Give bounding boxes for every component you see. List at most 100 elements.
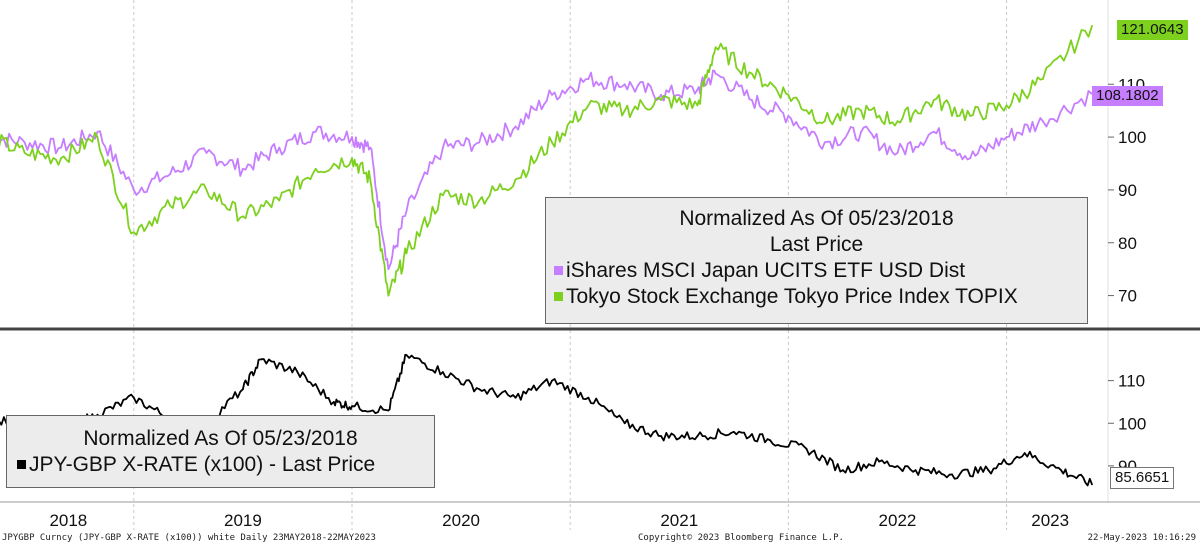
data-point — [387, 409, 390, 412]
x-tick-label: 2021 — [660, 511, 698, 530]
data-point — [296, 371, 299, 374]
data-point — [1042, 120, 1044, 123]
data-point — [332, 401, 335, 403]
data-point — [623, 422, 626, 425]
footer-timestamp: 22-May-2023 10:16:29 — [1087, 533, 1196, 543]
data-point — [587, 396, 590, 399]
data-point — [478, 199, 481, 202]
data-point — [842, 469, 844, 472]
data-point — [696, 104, 699, 107]
legend-label-ishares: iShares MSCI Japan UCITS ETF USD Dist — [566, 259, 966, 282]
data-point — [1042, 78, 1044, 80]
data-point — [242, 167, 244, 170]
data-point — [369, 178, 372, 181]
data-point — [442, 371, 444, 374]
data-point — [260, 358, 262, 361]
data-point — [696, 435, 699, 437]
y-tick-label: 100 — [1118, 128, 1146, 147]
data-point — [551, 93, 553, 96]
data-point — [442, 194, 444, 197]
x-tick-label: 2020 — [442, 511, 480, 530]
y-tick-label: 100 — [1118, 414, 1146, 433]
data-point — [932, 99, 935, 101]
data-point — [169, 173, 172, 175]
data-point — [205, 152, 208, 154]
data-point — [351, 405, 353, 408]
topix-last-value-tag: 121.0643 — [1117, 20, 1188, 40]
data-point — [878, 460, 881, 463]
data-point — [1060, 469, 1062, 472]
data-point — [369, 146, 372, 149]
data-point — [660, 93, 662, 96]
data-point — [405, 210, 408, 212]
ishares-last-value-tag: 108.1802 — [1092, 86, 1163, 106]
data-point — [751, 72, 753, 75]
data-point — [714, 46, 717, 49]
data-point — [514, 125, 517, 128]
legend-item-topix: Tokyo Stock Exchange Tokyo Price Index T… — [546, 284, 1087, 310]
lower-legend: Normalized As Of 05/23/2018 JPY-GBP X-RA… — [6, 415, 435, 488]
data-point — [351, 157, 353, 160]
x-tick-label: 2018 — [49, 511, 87, 530]
data-point — [23, 152, 26, 154]
data-point — [696, 88, 699, 91]
data-point — [60, 146, 62, 149]
data-point — [987, 469, 990, 472]
data-point — [732, 430, 735, 433]
legend-item-jpygbp: JPY-GBP X-RATE (x100) - Last Price — [7, 452, 434, 478]
data-point — [932, 130, 935, 133]
upper-legend: Normalized As Of 05/23/2018 Last Price i… — [545, 197, 1088, 324]
data-point — [1005, 104, 1008, 107]
data-point — [623, 109, 626, 112]
y-tick-label: 70 — [1118, 287, 1137, 306]
data-point — [551, 379, 553, 382]
y-tick-label: 80 — [1118, 234, 1137, 253]
x-tick-label: 2019 — [224, 511, 262, 530]
data-point — [1091, 483, 1093, 486]
x-tick-label: 2023 — [1031, 511, 1069, 530]
data-point — [278, 146, 281, 149]
data-point — [805, 447, 808, 450]
data-point — [351, 136, 353, 138]
data-point — [587, 78, 590, 80]
data-point — [551, 141, 553, 144]
data-point — [96, 136, 99, 138]
legend-label-topix: Tokyo Stock Exchange Tokyo Price Index T… — [566, 285, 1018, 308]
data-point — [132, 189, 135, 191]
y-tick-label: 110 — [1118, 372, 1145, 391]
data-point — [242, 388, 244, 391]
data-point — [1091, 24, 1093, 27]
data-point — [96, 130, 99, 133]
data-point — [132, 231, 135, 234]
data-point — [405, 252, 408, 255]
data-point — [405, 354, 408, 356]
data-point — [714, 72, 717, 75]
data-point — [132, 396, 135, 399]
data-point — [314, 130, 317, 133]
upper-legend-title: Normalized As Of 05/23/2018 — [679, 207, 954, 230]
data-point — [514, 396, 517, 399]
data-point — [23, 141, 26, 144]
data-point — [478, 388, 481, 391]
data-point — [860, 109, 862, 112]
data-point — [478, 141, 481, 144]
data-point — [442, 146, 444, 149]
legend-item-ishares: iShares MSCI Japan UCITS ETF USD Dist — [546, 258, 1087, 284]
data-point — [278, 199, 281, 202]
purple-swatch-icon — [554, 265, 563, 275]
data-point — [387, 268, 390, 271]
y-tick-label: 90 — [1118, 181, 1137, 200]
data-point — [751, 99, 753, 101]
jpygbp-last-value-tag: 85.6651 — [1110, 467, 1175, 489]
data-point — [60, 157, 62, 160]
data-point — [823, 141, 826, 144]
data-point — [1023, 452, 1026, 455]
upper-legend-subtitle: Last Price — [769, 233, 864, 256]
data-point — [787, 93, 790, 96]
x-tick-label: 2022 — [879, 511, 917, 530]
data-point — [587, 104, 590, 107]
data-point — [242, 215, 244, 218]
footer-copyright: Copyright© 2023 Bloomberg Finance L.P. — [638, 533, 844, 543]
